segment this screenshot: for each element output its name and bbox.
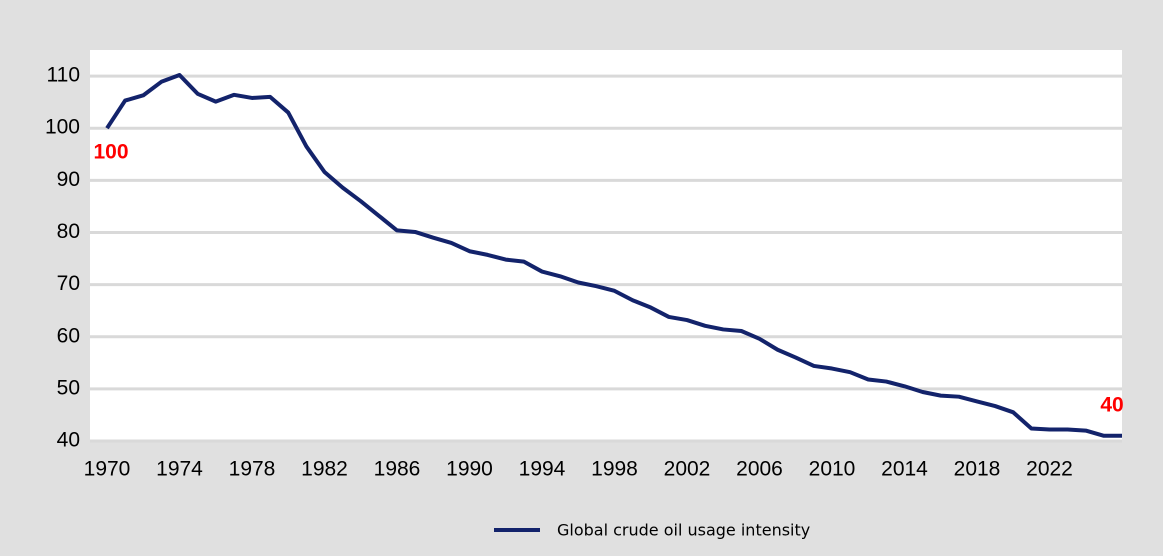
- x-tick-label: 1990: [446, 458, 493, 481]
- y-tick-label: 110: [47, 64, 80, 87]
- line: [105, 73, 1122, 438]
- y-tick-label: 80: [57, 220, 80, 243]
- annotation: 40: [1100, 394, 1123, 417]
- x-tick-label: 1982: [301, 458, 348, 481]
- y-tick-label: 50: [57, 376, 80, 399]
- x-tick-label: 1994: [519, 458, 566, 481]
- y-tick-label: 60: [57, 324, 80, 347]
- y-tick-label: 100: [45, 116, 80, 139]
- x-tick-label: 2010: [809, 458, 856, 481]
- x-tick-label: 1978: [229, 458, 276, 481]
- x-tick-label: 1986: [374, 458, 421, 481]
- x-tick-label: 2002: [664, 458, 711, 481]
- x-tick-label: 2006: [736, 458, 783, 481]
- x-tick-label: 2014: [881, 458, 928, 481]
- y-tick-label: 90: [57, 168, 80, 191]
- annotation: 100: [93, 141, 128, 164]
- x-tick-label: 1974: [156, 458, 203, 481]
- legend-label: Global crude oil usage intensity: [557, 521, 810, 540]
- x-tick-label: 1970: [84, 458, 131, 481]
- y-tick-label: 70: [57, 272, 80, 295]
- y-tick-label: 40: [57, 429, 80, 452]
- x-tick-label: 2018: [954, 458, 1001, 481]
- x-tick-label: 2022: [1026, 458, 1073, 481]
- x-tick-label: 1998: [591, 458, 638, 481]
- plot-area: [90, 50, 1122, 441]
